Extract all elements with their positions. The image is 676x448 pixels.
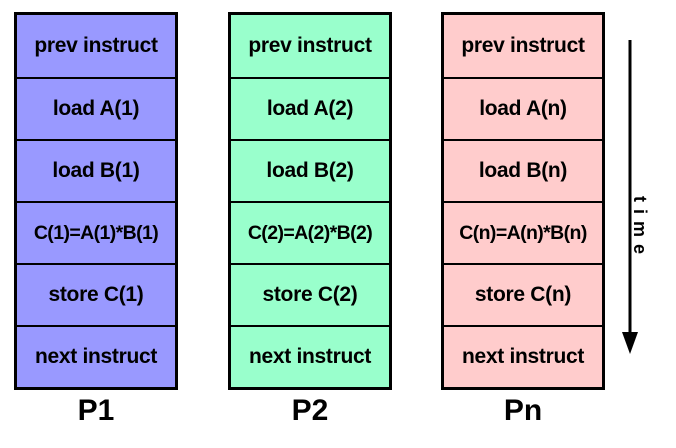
processor-column-p1: prev instruct load A(1) load B(1) C(1)=A… (14, 12, 178, 428)
instruction-cell: store C(1) (17, 263, 175, 325)
processor-column-pn: prev instruct load A(n) load B(n) C(n)=A… (441, 12, 605, 428)
instruction-cell: prev instruct (444, 15, 602, 77)
instruction-cell: load B(1) (17, 139, 175, 201)
instruction-stack-p1: prev instruct load A(1) load B(1) C(1)=A… (14, 12, 178, 390)
processor-label-p2: P2 (228, 394, 392, 428)
instruction-cell: load A(2) (231, 77, 389, 139)
instruction-cell: store C(n) (444, 263, 602, 325)
instruction-cell: next instruct (231, 325, 389, 387)
instruction-stack-pn: prev instruct load A(n) load B(n) C(n)=A… (441, 12, 605, 390)
processor-label-pn: Pn (441, 394, 605, 428)
instruction-cell: prev instruct (231, 15, 389, 77)
instruction-cell: load A(n) (444, 77, 602, 139)
instruction-cell: store C(2) (231, 263, 389, 325)
instruction-cell: C(2)=A(2)*B(2) (231, 201, 389, 263)
processor-label-p1: P1 (14, 394, 178, 428)
processor-column-p2: prev instruct load A(2) load B(2) C(2)=A… (228, 12, 392, 428)
instruction-cell: load B(2) (231, 139, 389, 201)
instruction-cell: C(n)=A(n)*B(n) (444, 201, 602, 263)
time-axis-label: time (629, 196, 650, 261)
instruction-stack-p2: prev instruct load A(2) load B(2) C(2)=A… (228, 12, 392, 390)
instruction-cell: next instruct (444, 325, 602, 387)
instruction-cell: C(1)=A(1)*B(1) (17, 201, 175, 263)
instruction-cell: next instruct (17, 325, 175, 387)
instruction-cell: load B(n) (444, 139, 602, 201)
instruction-cell: load A(1) (17, 77, 175, 139)
instruction-cell: prev instruct (17, 15, 175, 77)
time-axis: time (612, 40, 662, 360)
